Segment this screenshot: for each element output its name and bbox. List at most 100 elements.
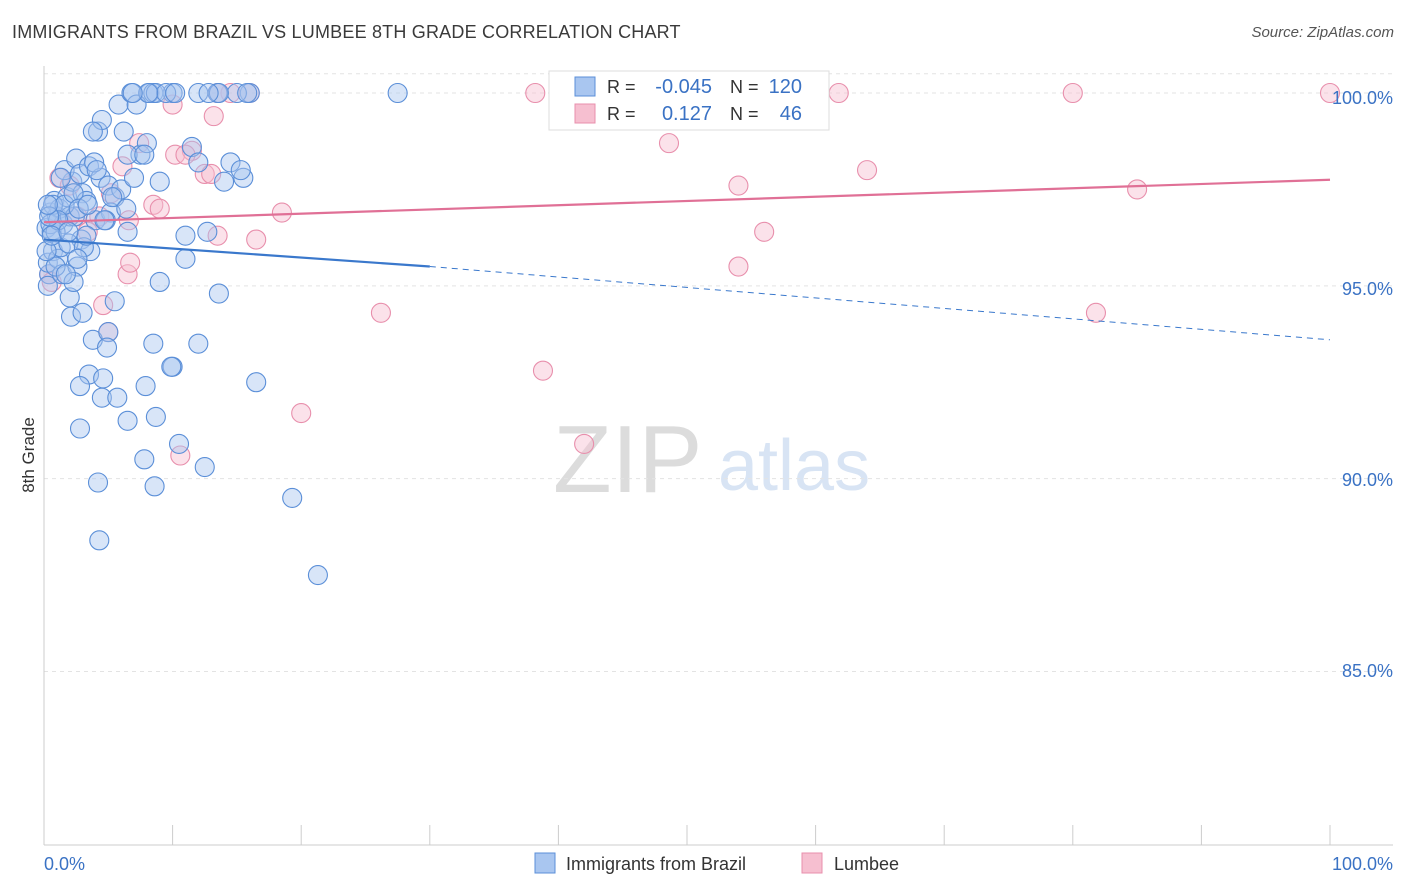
brazil-point-105 (55, 264, 76, 285)
lumbee-point-37 (754, 221, 775, 242)
y-tick-label-85: 85.0% (1342, 661, 1393, 681)
brazil-point-58 (60, 306, 82, 327)
stats-n-label-brazil: N = (730, 77, 759, 97)
trend-lines (43, 178, 1331, 341)
x-tick-label-0: 0.0% (44, 854, 85, 874)
brazil-point-62 (98, 322, 119, 343)
brazil-point-27 (98, 175, 119, 196)
brazil-point-115 (138, 82, 159, 104)
stats-legend-box (548, 70, 830, 131)
brazil-point-103 (36, 241, 57, 262)
brazil-point-109 (102, 187, 123, 208)
brazil-point-36 (108, 94, 129, 115)
brazil-point-90 (246, 372, 267, 393)
brazil-point-86 (175, 225, 196, 246)
legend-label-lumbee: Lumbee (834, 854, 899, 874)
source-label: Source: ZipAtlas.com (1251, 24, 1394, 41)
lumbee-point-44 (525, 82, 546, 104)
legend-swatch-lumbee (801, 852, 823, 874)
lumbee-point-38 (828, 82, 849, 104)
brazil-point-88 (149, 271, 170, 293)
stats-n-label-lumbee: N = (730, 104, 759, 124)
brazil-point-7 (37, 275, 58, 296)
brazil-point-98 (42, 194, 64, 215)
legend-label-brazil: Immigrants from Brazil (566, 854, 746, 874)
brazil-point-118 (63, 183, 84, 204)
brazil-point-110 (116, 198, 137, 219)
brazil-point-46 (113, 121, 134, 142)
brazil-point-71 (93, 368, 114, 389)
brazil-point-64 (143, 333, 164, 354)
stats-r-label-lumbee: R = (607, 104, 636, 124)
y-axis-label: 8th Grade (19, 417, 38, 493)
stats-r-value-brazil: -0.045 (655, 76, 712, 98)
lumbee-point-27 (93, 295, 114, 316)
brazil-point-54 (149, 171, 170, 192)
brazil-point-52 (233, 167, 254, 188)
lumbee-trend-line (43, 178, 1331, 224)
y-tick-label-95: 95.0% (1342, 279, 1393, 299)
chart-title: IMMIGRANTS FROM BRAZIL VS LUMBEE 8TH GRA… (12, 22, 681, 42)
lumbee-point-34 (658, 133, 680, 154)
brazil-point-67 (161, 356, 182, 377)
brazil-point-70 (69, 376, 91, 397)
watermark-zip: ZIP (553, 406, 702, 513)
lumbee-point-40 (1062, 82, 1083, 104)
brazil-point-81 (144, 476, 165, 497)
brazil-point-77 (168, 433, 190, 454)
lumbee-point-14 (194, 163, 215, 185)
watermark: ZIP atlas (553, 406, 870, 513)
lumbee-point-33 (574, 433, 595, 454)
brazil-point-84 (307, 564, 328, 586)
lumbee-point-10 (143, 194, 164, 215)
brazil-point-95 (58, 233, 79, 254)
brazil-point-116 (122, 82, 143, 104)
brazil-point-73 (107, 387, 128, 408)
lumbee-point-36 (728, 175, 749, 196)
brazil-point-129 (198, 82, 219, 104)
brazil-point-92 (45, 256, 66, 277)
brazil-points (36, 82, 408, 586)
brazil-point-43 (387, 82, 408, 104)
lumbee-point-15 (201, 163, 222, 185)
brazil-point-76 (69, 418, 91, 439)
brazil-point-117 (84, 152, 105, 173)
brazil-point-114 (165, 82, 186, 104)
brazil-point-83 (89, 530, 110, 551)
brazil-point-23 (80, 241, 101, 262)
brazil-point-63 (96, 337, 118, 358)
lumbee-point-43 (1319, 82, 1341, 104)
brazil-point-87 (175, 248, 196, 269)
lumbee-point-12 (165, 144, 186, 165)
brazil-trend-line-extension (429, 266, 1331, 341)
stats-swatch-lumbee (574, 103, 596, 124)
brazil-point-48 (82, 121, 103, 142)
stats-legend: R = -0.045 N = 120 R = 0.127 N = 46 (548, 70, 830, 131)
brazil-point-85 (197, 221, 218, 242)
lumbee-point-32 (532, 360, 554, 381)
brazil-point-51 (220, 152, 241, 173)
lumbee-point-17 (246, 229, 267, 250)
lumbee-point-11 (149, 198, 170, 219)
brazil-point-74 (117, 410, 138, 431)
brazil-point-59 (72, 302, 93, 323)
brazil-point-72 (91, 387, 112, 408)
stats-r-value-lumbee: 0.127 (662, 103, 712, 125)
brazil-point-104 (37, 194, 58, 215)
brazil-point-80 (87, 472, 109, 493)
brazil-point-35 (87, 121, 109, 142)
brazil-point-78 (134, 449, 155, 470)
legend-swatch-brazil (534, 852, 556, 874)
lumbee-point-29 (291, 403, 312, 424)
brazil-point-121 (58, 221, 79, 242)
lumbee-point-35 (728, 256, 749, 277)
brazil-point-60 (104, 291, 125, 312)
brazil-point-106 (67, 248, 88, 269)
brazil-point-49 (181, 136, 202, 158)
brazil-point-127 (230, 160, 251, 181)
y-tick-label-90: 90.0% (1342, 470, 1393, 490)
brazil-point-124 (86, 160, 107, 181)
brazil-point-120 (41, 225, 62, 246)
brazil-point-31 (117, 221, 138, 242)
